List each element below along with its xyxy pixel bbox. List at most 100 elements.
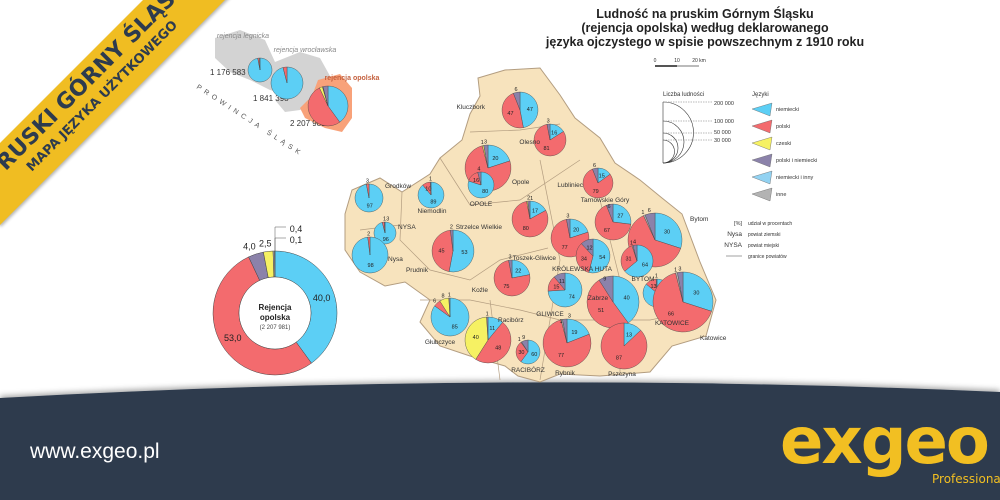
district-pie: 89 10 1 bbox=[417, 177, 445, 209]
pie-value-label: 77 bbox=[562, 245, 568, 251]
district-pie: 27 67 6 bbox=[594, 203, 632, 241]
pie-value-label: 3 bbox=[568, 314, 571, 320]
pie-wedge-polski-i-niemiecki bbox=[508, 259, 513, 279]
legend: Liczba ludności 200 000 100 000 50 000 3… bbox=[662, 92, 817, 260]
logo-wordmark: exgeo bbox=[780, 405, 990, 479]
pie-value-label: 13 bbox=[626, 332, 632, 338]
pie-value-label: 27 bbox=[617, 213, 623, 219]
inset-population: 2 207 981 bbox=[290, 119, 326, 128]
pie-value-label: 6 bbox=[593, 163, 596, 169]
legend-swatch-icon bbox=[751, 119, 773, 134]
district-pie: 85 68 1 bbox=[430, 293, 470, 337]
pie-wedge-polski bbox=[431, 229, 454, 272]
pie-value-label: 1 bbox=[674, 267, 677, 273]
pie-value-label: 20 bbox=[492, 156, 498, 162]
pie-value-label: 6 bbox=[514, 87, 517, 93]
pie-wedge-polski bbox=[542, 319, 592, 368]
pie-wedge-polski-i-niemiecki bbox=[546, 123, 551, 141]
legend-item-inne: inne bbox=[751, 187, 786, 202]
pie-value-label: 13 bbox=[650, 284, 656, 290]
district-pie: 16 81 3 bbox=[533, 119, 567, 157]
pie-value-label: 40 bbox=[473, 335, 479, 341]
pie-wedge-polski-i-niemiecki bbox=[322, 85, 329, 107]
donut-value-label: 4,0 bbox=[243, 241, 256, 251]
logo-tagline: Professional Map bbox=[932, 472, 1000, 486]
pie-value-label: 16 bbox=[473, 178, 479, 184]
pie-value-label: 30 bbox=[693, 290, 699, 296]
pie-wedge-polski-i-niemiecki bbox=[384, 221, 386, 234]
pie-value-label: 1 bbox=[486, 312, 489, 318]
legend-note-symbol: Nysa bbox=[727, 231, 742, 238]
district-label: Tarnowskie Góry bbox=[581, 197, 630, 204]
pie-value-label: 4 bbox=[633, 240, 636, 246]
district-label: Toszek-Gliwice bbox=[513, 255, 557, 262]
map-title-line-1: Ludność na pruskim Górnym Śląsku bbox=[596, 6, 813, 21]
pie-wedge-polski-i-niemiecki bbox=[592, 167, 599, 184]
pie-wedge-polski bbox=[307, 87, 341, 127]
district-label: Nysa bbox=[388, 256, 403, 263]
legend-note-text: powiat ziemski bbox=[748, 232, 781, 238]
scale-label: 10 bbox=[674, 58, 680, 64]
district-pie: 96 31 bbox=[373, 217, 397, 245]
legend-population-level: 50 000 bbox=[714, 130, 731, 136]
pie-value-label: 45 bbox=[438, 249, 444, 255]
district-label: Niemodlin bbox=[418, 208, 447, 215]
legend-note-symbol: [%] bbox=[734, 221, 742, 227]
map-title-line-3: języka ojczystego w spisie powszechnym z… bbox=[545, 35, 864, 49]
district-label: Lubliniec bbox=[557, 182, 583, 189]
pie-wedge-polski bbox=[282, 66, 288, 84]
legend-item-czeski: czeski bbox=[751, 136, 791, 151]
pie-value-label: 2 bbox=[527, 196, 530, 202]
pie-value-label: 1 bbox=[530, 196, 533, 202]
pie-value-label: 77 bbox=[558, 353, 564, 359]
district-pie: 98 2 bbox=[351, 232, 389, 274]
pie-wedge-polski-i-niemiecki bbox=[486, 316, 489, 341]
pie-value-label: 34 bbox=[581, 256, 587, 262]
pie-value-label: 20 bbox=[573, 228, 579, 234]
legend-label: czeski bbox=[776, 141, 791, 147]
pie-value-label: 4 bbox=[477, 167, 480, 173]
pie-value-label: 3 bbox=[547, 119, 550, 125]
district-pie: 47 47 6 bbox=[501, 87, 539, 129]
pie-wedge-polski-i-niemiecki bbox=[448, 297, 451, 318]
pie-value-label: 11 bbox=[489, 326, 495, 332]
pie-value-label: 3 bbox=[386, 217, 389, 223]
legend-item-niemiecki: niemiecki bbox=[751, 102, 799, 117]
district-pie: 15 79 6 bbox=[582, 163, 614, 199]
pie-value-label: 15 bbox=[553, 284, 559, 290]
website-link[interactable]: www.exgeo.pl bbox=[30, 440, 160, 463]
pie-value-label: 40 bbox=[624, 296, 630, 302]
legend-note: NYSA powiat miejski bbox=[724, 242, 779, 249]
pie-value-label: 6 bbox=[648, 208, 651, 214]
pie-value-label: 85 bbox=[452, 324, 458, 330]
pie-wedge-polski bbox=[600, 322, 648, 370]
pie-value-label: 17 bbox=[532, 208, 538, 214]
pie-wedge-polski bbox=[475, 321, 512, 364]
pie-wedge-polski bbox=[501, 93, 524, 129]
scale-label: 20 km bbox=[692, 58, 706, 64]
pie-value-label: 15 bbox=[599, 174, 605, 180]
district-pie: 97 3 bbox=[354, 179, 384, 213]
district-label: Olesno bbox=[519, 139, 540, 146]
district-label: Głubczyce bbox=[425, 339, 456, 346]
district-label: GLIWICE bbox=[536, 311, 564, 318]
pie-wedge-polski bbox=[366, 183, 370, 199]
pie-wedge-niemiecki bbox=[612, 275, 640, 324]
pie-value-label: 79 bbox=[593, 189, 599, 195]
scale-bar: 0 10 20 km bbox=[654, 58, 706, 67]
district-label: RACIBÓRZ bbox=[511, 365, 545, 374]
pie-value-label: 97 bbox=[367, 204, 373, 210]
pie-wedge-polski bbox=[533, 124, 567, 157]
pie-value-label: 11 bbox=[559, 279, 565, 285]
pie-wedge-inne bbox=[259, 57, 261, 71]
district-label: Rybnik bbox=[555, 370, 576, 377]
pie-value-label: 47 bbox=[527, 107, 533, 113]
inset-region-name: rejencja legnicka bbox=[217, 33, 269, 40]
donut-value-label: 2,5 bbox=[259, 238, 272, 248]
pie-value-label: 1 bbox=[429, 177, 432, 183]
legend-languages-title: Języki bbox=[752, 92, 769, 98]
legend-note: granice powiatów bbox=[726, 254, 787, 260]
legend-swatch-icon bbox=[751, 153, 773, 168]
